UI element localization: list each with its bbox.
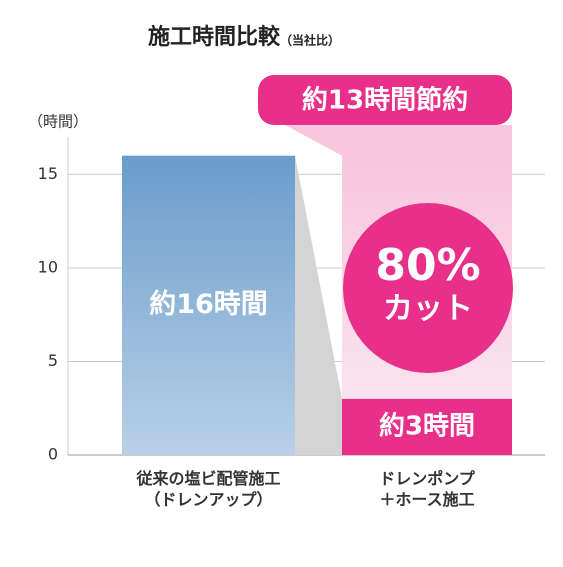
value-label: 約3時間: [379, 410, 475, 441]
bar: [122, 155, 295, 456]
x-tick-label: ドレンポンプ ＋ホース施工: [379, 469, 475, 509]
savings-callout: [258, 75, 512, 125]
value-label: 約16時間: [149, 288, 268, 320]
chart-subtitle: （当社比）: [280, 33, 340, 48]
reduction-badge: [343, 203, 513, 373]
bar: [342, 398, 512, 455]
y-tick-label: 5: [48, 351, 58, 370]
reduction-wedge: [295, 155, 342, 456]
savings-pointer: [285, 125, 512, 156]
y-tick-label: 0: [48, 445, 58, 464]
y-tick-label: 10: [38, 257, 58, 276]
chart-title: 施工時間比較: [148, 24, 281, 50]
y-tick-label: 15: [38, 164, 58, 183]
y-axis-label: （時間）: [28, 113, 88, 131]
x-tick-label: 従来の塩ビ配管施工 （ドレンアップ）: [136, 469, 281, 509]
reduction-sub: カット: [383, 292, 473, 327]
reduction-text: 80%: [375, 240, 480, 291]
savings-text: 約13時間節約: [302, 85, 468, 116]
